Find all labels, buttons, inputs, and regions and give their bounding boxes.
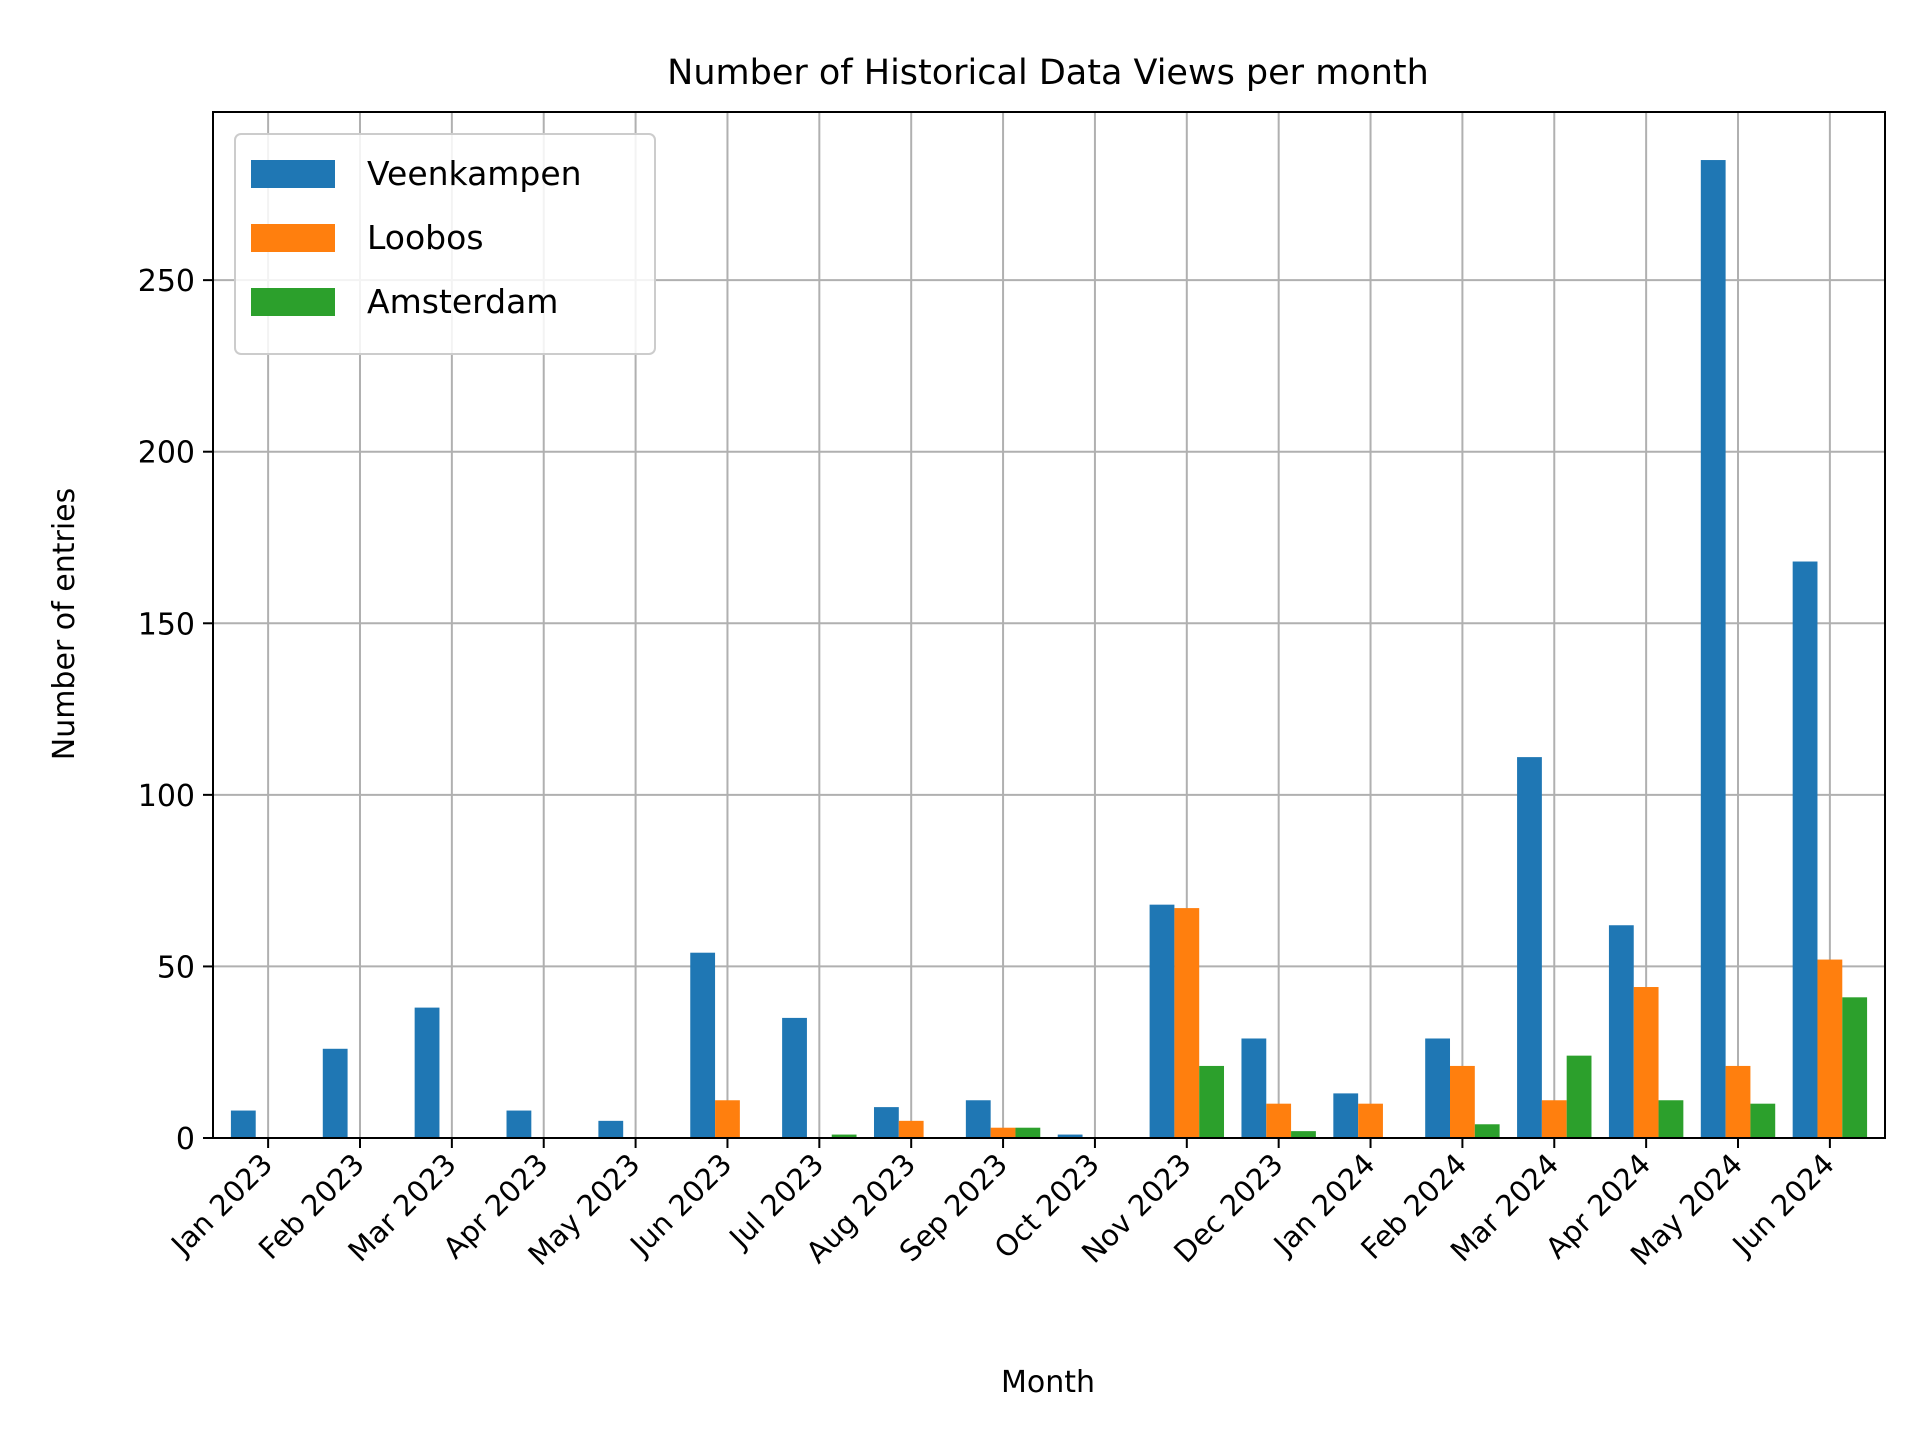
legend-label-veenkampen: Veenkampen — [367, 154, 582, 193]
y-tick-label-150: 150 — [138, 607, 195, 642]
bar-amsterdam-nov-2023 — [1199, 1065, 1225, 1138]
bar-loobos-nov-2023 — [1174, 908, 1200, 1138]
bar-veenkampen-aug-2023 — [873, 1107, 899, 1138]
y-tick-label-50: 50 — [157, 950, 195, 985]
y-axis-ticks: 0 50 100 150 200 250 — [138, 264, 213, 1157]
bar-amsterdam-jul-2023 — [831, 1134, 857, 1138]
bar-amsterdam-apr-2024 — [1658, 1100, 1684, 1138]
chart-title: Number of Historical Data Views per mont… — [667, 53, 1429, 93]
bar-veenkampen-jun-2023 — [690, 952, 716, 1138]
bar-loobos-sep-2023 — [990, 1127, 1016, 1138]
y-axis-label: Number of entries — [47, 488, 82, 761]
bar-veenkampen-apr-2023 — [506, 1110, 532, 1138]
bar-veenkampen-jan-2023 — [230, 1110, 256, 1138]
y-tick-label-100: 100 — [138, 779, 195, 814]
bar-loobos-jan-2024 — [1358, 1103, 1383, 1138]
bar-veenkampen-may-2023 — [598, 1120, 624, 1138]
bar-veenkampen-dec-2023 — [1241, 1038, 1267, 1138]
bar-loobos-dec-2023 — [1266, 1103, 1292, 1138]
bar-amsterdam-feb-2024 — [1474, 1124, 1500, 1138]
bar-veenkampen-sep-2023 — [965, 1100, 991, 1138]
bar-amsterdam-jun-2024 — [1842, 997, 1868, 1138]
legend: Veenkampen Loobos Amsterdam — [234, 133, 656, 355]
y-tick-label-250: 250 — [138, 264, 195, 299]
legend-swatch-loobos — [251, 224, 335, 252]
bar-veenkampen-jul-2023 — [782, 1017, 807, 1138]
legend-swatch-amsterdam — [251, 288, 335, 316]
bar-loobos-apr-2024 — [1633, 987, 1659, 1138]
y-tick-label-0: 0 — [176, 1122, 195, 1157]
bar-loobos-feb-2024 — [1450, 1065, 1475, 1138]
bar-veenkampen-feb-2024 — [1425, 1038, 1451, 1138]
bar-amsterdam-may-2024 — [1750, 1103, 1776, 1138]
legend-box — [234, 133, 656, 355]
plot-frame — [212, 111, 1886, 1139]
legend-label-loobos: Loobos — [367, 218, 484, 257]
bar-loobos-may-2024 — [1725, 1065, 1751, 1138]
bar-veenkampen-nov-2023 — [1149, 904, 1175, 1138]
bar-amsterdam-mar-2024 — [1566, 1055, 1592, 1138]
bar-veenkampen-may-2024 — [1700, 160, 1726, 1138]
bar-loobos-aug-2023 — [898, 1120, 924, 1138]
bar-veenkampen-mar-2024 — [1517, 757, 1542, 1138]
legend-label-amsterdam: Amsterdam — [367, 282, 558, 321]
bar-loobos-mar-2024 — [1541, 1100, 1567, 1138]
bar-veenkampen-oct-2023 — [1057, 1134, 1083, 1138]
legend-swatch-veenkampen — [251, 160, 335, 188]
bar-veenkampen-feb-2023 — [322, 1048, 348, 1138]
bar-veenkampen-jan-2024 — [1333, 1093, 1359, 1138]
bar-veenkampen-mar-2023 — [414, 1007, 440, 1138]
bar-veenkampen-jun-2024 — [1792, 561, 1818, 1138]
x-axis-label: Month — [1001, 1365, 1095, 1400]
bar-amsterdam-dec-2023 — [1291, 1131, 1316, 1138]
bar-veenkampen-apr-2024 — [1608, 925, 1634, 1138]
bar-amsterdam-sep-2023 — [1015, 1127, 1041, 1138]
y-tick-label-200: 200 — [138, 436, 195, 471]
bar-loobos-jun-2023 — [715, 1100, 740, 1138]
bar-loobos-jun-2024 — [1817, 959, 1843, 1138]
bars — [230, 160, 1868, 1138]
